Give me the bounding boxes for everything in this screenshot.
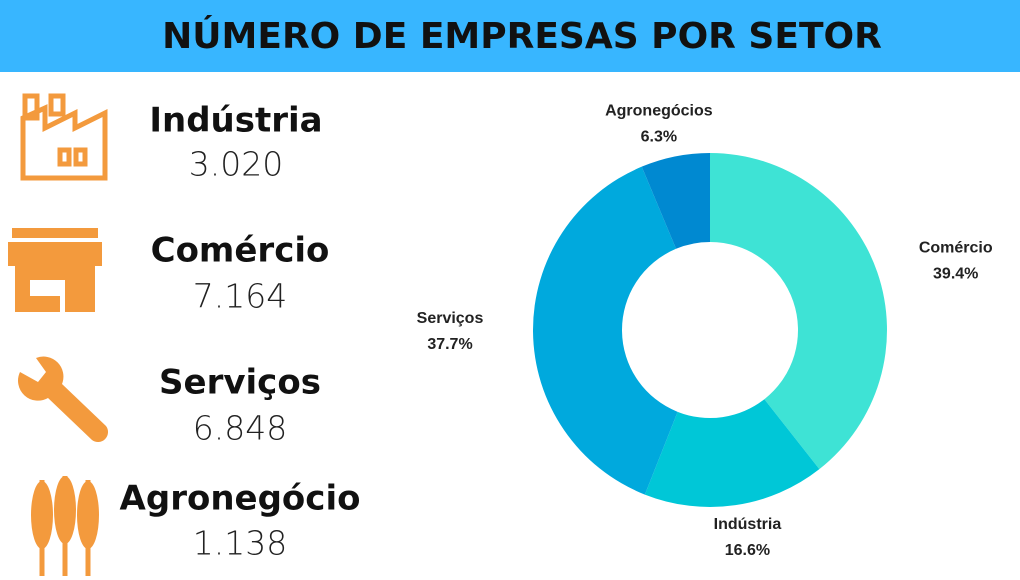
slice-value-label: 16.6% (725, 542, 770, 559)
wrench-icon (18, 356, 108, 442)
stat-value: 3.020 (189, 145, 283, 184)
slice-label: Serviços (417, 310, 484, 327)
slice-label: Indústria (714, 516, 782, 533)
donut-chart: Comércio 39.4% Indústria 16.6% Serviços 37.7%… (417, 102, 993, 559)
title: NÚMERO DE EMPRESAS POR SETOR (162, 15, 882, 57)
donut-slice (710, 153, 887, 470)
slice-value-label: 6.3% (641, 128, 677, 145)
donut-slice (641, 153, 710, 249)
factory-icon (20, 93, 108, 181)
slice-label: Agronegócios (605, 102, 713, 119)
slice-value-label: 39.4% (933, 266, 978, 283)
donut-slice (533, 166, 678, 495)
stat-label: Comércio (151, 231, 330, 271)
slice-value-label: 37.7% (427, 336, 472, 353)
stat-label: Serviços (159, 363, 321, 403)
stat-value: 6.848 (193, 409, 287, 448)
stat-value: 1.138 (193, 524, 287, 563)
header-bar (0, 0, 1020, 72)
donut-slice (644, 399, 820, 507)
stat-label: Indústria (149, 101, 322, 141)
store-icon (8, 228, 102, 312)
stat-value: 7.164 (193, 277, 287, 316)
slice-label: Comércio (919, 240, 993, 257)
stat-label: Agronegócio (120, 479, 361, 519)
wheat-icon (31, 476, 99, 576)
